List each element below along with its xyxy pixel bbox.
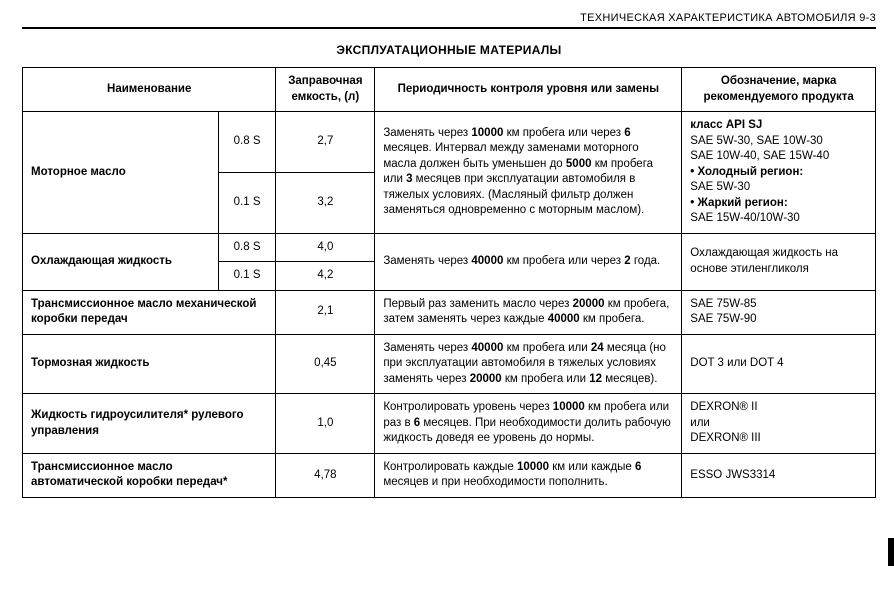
row-power-steer: Жидкость гидроусилителя* рулевого управл… [23,394,876,454]
manual-trans-recommended: SAE 75W-85SAE 75W-90 [682,290,876,334]
row-brake: Тормозная жидкость 0,45 Заменять через 4… [23,334,876,394]
engine-oil-cap-2: 3,2 [276,172,375,233]
auto-trans-cap: 4,78 [276,453,375,497]
row-auto-trans: Трансмиссионное масло автоматической кор… [23,453,876,497]
manual-trans-name: Трансмиссионное масло механической короб… [23,290,276,334]
auto-trans-name: Трансмиссионное масло автоматической кор… [23,453,276,497]
section-title: ЭКСПЛУАТАЦИОННЫЕ МАТЕРИАЛЫ [22,43,876,57]
power-steer-cap: 1,0 [276,394,375,454]
coolant-name: Охлаждающая жидкость [23,233,219,290]
engine-oil-interval: Заменять через 10000 км пробега или чере… [375,112,682,234]
row-coolant-1: Охлаждающая жидкость 0.8 S 4,0 Заменять … [23,233,876,262]
coolant-cap-2: 4,2 [276,262,375,291]
power-steer-interval: Контролировать уровень через 10000 км пр… [375,394,682,454]
engine-oil-sub-2: 0.1 S [218,172,276,233]
auto-trans-recommended: ESSO JWS3314 [682,453,876,497]
brake-recommended: DOT 3 или DOT 4 [682,334,876,394]
col-name: Наименование [23,68,276,112]
auto-trans-interval: Контролировать каждые 10000 км или кажды… [375,453,682,497]
brake-cap: 0,45 [276,334,375,394]
coolant-interval: Заменять через 40000 км пробега или чере… [375,233,682,290]
table-header-row: Наименование Заправочная емкость, (л) Пе… [23,68,876,112]
engine-oil-recommended: класс API SJSAE 5W-30, SAE 10W-30SAE 10W… [682,112,876,234]
manual-trans-interval: Первый раз заменить масло через 20000 км… [375,290,682,334]
col-recommended: Обозначение, марка рекомендуемого продук… [682,68,876,112]
manual-trans-cap: 2,1 [276,290,375,334]
col-capacity: Заправочная емкость, (л) [276,68,375,112]
brake-name: Тормозная жидкость [23,334,276,394]
brake-interval: Заменять через 40000 км пробега или 24 м… [375,334,682,394]
engine-oil-sub-1: 0.8 S [218,112,276,173]
coolant-recommended: Охлаждающая жидкость на основе этиленгли… [682,233,876,290]
power-steer-name: Жидкость гидроусилителя* рулевого управл… [23,394,276,454]
coolant-sub-2: 0.1 S [218,262,276,291]
power-steer-recommended: DEXRON® IIилиDEXRON® III [682,394,876,454]
row-engine-oil-1: Моторное масло 0.8 S 2,7 Заменять через … [23,112,876,173]
coolant-cap-1: 4,0 [276,233,375,262]
page-header: ТЕХНИЧЕСКАЯ ХАРАКТЕРИСТИКА АВТОМОБИЛЯ 9-… [22,12,876,29]
col-interval: Периодичность контроля уровня или замены [375,68,682,112]
row-manual-trans: Трансмиссионное масло механической короб… [23,290,876,334]
engine-oil-name: Моторное масло [23,112,219,234]
materials-table: Наименование Заправочная емкость, (л) Пе… [22,67,876,498]
section-index-tab [888,538,894,566]
engine-oil-cap-1: 2,7 [276,112,375,173]
coolant-sub-1: 0.8 S [218,233,276,262]
